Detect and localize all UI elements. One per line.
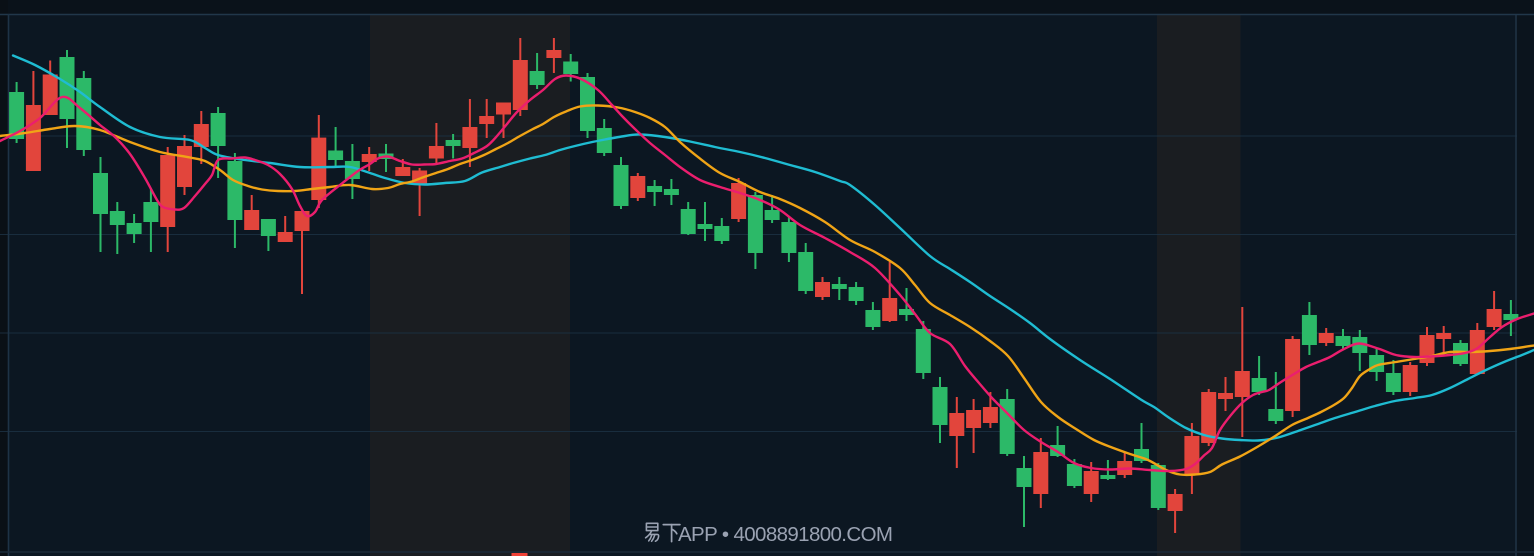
svg-text:APP • 4008891800.COM: APP • 4008891800.COM bbox=[678, 523, 892, 546]
